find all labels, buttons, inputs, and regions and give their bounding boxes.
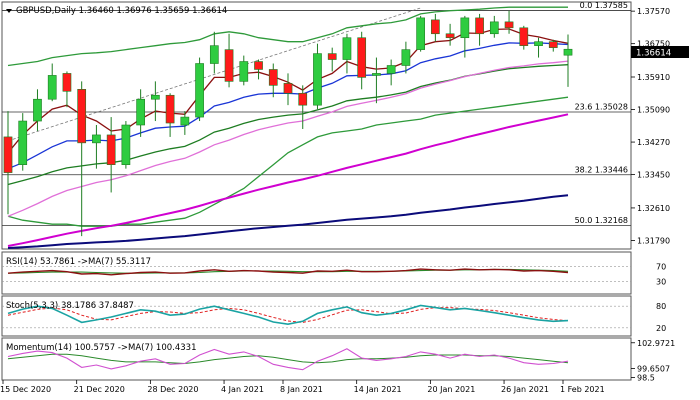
- y-tick-label: 1.35090: [637, 106, 670, 115]
- candle-body: [445, 33, 455, 39]
- candle-body: [3, 136, 13, 173]
- candle-body: [489, 21, 499, 35]
- candle-body: [18, 120, 28, 165]
- x-tick-label: 1 Feb 2021: [560, 385, 605, 394]
- momentum-line: [7, 348, 569, 371]
- candle-body: [62, 73, 72, 92]
- ema-magenta-line: [7, 113, 569, 247]
- stoch-label: Stoch(5,3,3) 38.1786 37.8487: [6, 301, 134, 311]
- candle-body: [548, 41, 558, 48]
- fib-level-label: 38.2 1.33446: [575, 165, 628, 174]
- candle-body: [151, 94, 160, 100]
- candle-body: [180, 116, 190, 126]
- candle-body: [121, 124, 131, 165]
- candle-body: [195, 63, 204, 118]
- main-panel: 0.0 1.37585 23.6 1.35028 38.2 1.33446 50.0 …: [2, 1, 631, 249]
- momentum-tick-label: 99.6507: [637, 365, 670, 374]
- candle-body: [136, 98, 145, 126]
- candle-body: [327, 53, 337, 60]
- x-tick-label: 20 Jan 2021: [427, 385, 475, 394]
- candle-body: [431, 19, 440, 35]
- y-tick-label: 1.33450: [637, 171, 670, 180]
- ema-navy-line: [7, 194, 569, 249]
- rsi-level-label: 30: [656, 278, 666, 287]
- rsi-line: [7, 268, 569, 276]
- stoch-level-label: 20: [656, 324, 666, 333]
- candle-body: [165, 94, 175, 124]
- axes: 1.37570 1.36750 1.35910 1.35090 1.34270 1.334…: [0, 7, 670, 394]
- candle-body: [224, 49, 234, 82]
- fib-level-label: 50.0 1.32168: [575, 216, 628, 225]
- x-tick-label: 14 Jan 2021: [354, 385, 402, 394]
- fib-level-label: 0.0 1.37585: [580, 1, 628, 10]
- candle-body: [283, 83, 293, 94]
- candle-body: [504, 21, 514, 29]
- y-tick-label: 1.35910: [637, 73, 670, 82]
- trend-line: [7, 7, 421, 142]
- stoch-panel: 80 20: [2, 302, 666, 333]
- y-tick-label: 1.36750: [637, 40, 670, 49]
- momentum-panel-frame: [1, 337, 632, 381]
- candle-body: [460, 17, 470, 39]
- x-tick-label: 15 Dec 2020: [0, 385, 51, 394]
- candle-body: [563, 48, 573, 56]
- candle-body: [209, 45, 219, 64]
- candle-body: [92, 134, 101, 144]
- y-tick-label: 1.31790: [637, 236, 670, 245]
- x-tick-label: 8 Jan 2021: [280, 385, 323, 394]
- candle-body: [298, 92, 308, 106]
- candle-body: [519, 27, 529, 46]
- y-tick-label: 1.32610: [637, 204, 670, 213]
- candle-body: [342, 37, 352, 60]
- y-tick-label: 1.34270: [637, 138, 670, 147]
- candle-body: [77, 89, 87, 144]
- candle-body: [372, 73, 381, 76]
- candle-body: [357, 37, 367, 78]
- last-price-label: 1.36614: [636, 49, 671, 59]
- candle-body: [33, 98, 42, 122]
- upper-bollinger-line: [7, 6, 568, 67]
- momentum-label: Momentum(14) 100.5757 ->MA(7) 100.4331: [6, 343, 196, 353]
- candle-body: [386, 65, 396, 74]
- candle-body: [268, 69, 278, 86]
- candle-body: [106, 134, 116, 165]
- x-tick-label: 28 Dec 2020: [147, 385, 198, 394]
- stoch-level-label: 80: [656, 302, 666, 311]
- candle-body: [239, 61, 249, 82]
- stoch-k-line: [7, 304, 569, 326]
- rsi-label: RSI(14) 53.7861 ->MA(7) 55.3117: [6, 257, 151, 267]
- collapse-arrow-icon[interactable]: [6, 9, 12, 13]
- candle-body: [401, 49, 411, 66]
- candle-body: [416, 17, 425, 50]
- symbol-header: GBPUSD,Daily 1.36460 1.36976 1.35659 1.3…: [16, 6, 227, 16]
- candle-body: [475, 17, 484, 35]
- candle-body: [47, 75, 57, 100]
- x-tick-label: 26 Jan 2021: [501, 385, 549, 394]
- x-tick-label: 4 Jan 2021: [221, 385, 264, 394]
- rsi-level-label: 70: [656, 262, 666, 271]
- candle-body: [534, 41, 543, 46]
- fib-level-label: 23.6 1.35028: [575, 102, 628, 111]
- momentum-tick-label: 98.5: [637, 373, 655, 382]
- ema-pink-line: [7, 60, 569, 217]
- y-tick-label: 1.37570: [637, 7, 670, 16]
- candle-body: [313, 53, 322, 106]
- rsi-panel: 70 30: [2, 262, 666, 287]
- momentum-tick-label: 102.9721: [637, 339, 675, 348]
- x-tick-label: 21 Dec 2020: [74, 385, 125, 394]
- last-price-tag: [631, 46, 689, 58]
- lower-bollinger-line: [7, 96, 569, 227]
- candle-body: [254, 61, 263, 70]
